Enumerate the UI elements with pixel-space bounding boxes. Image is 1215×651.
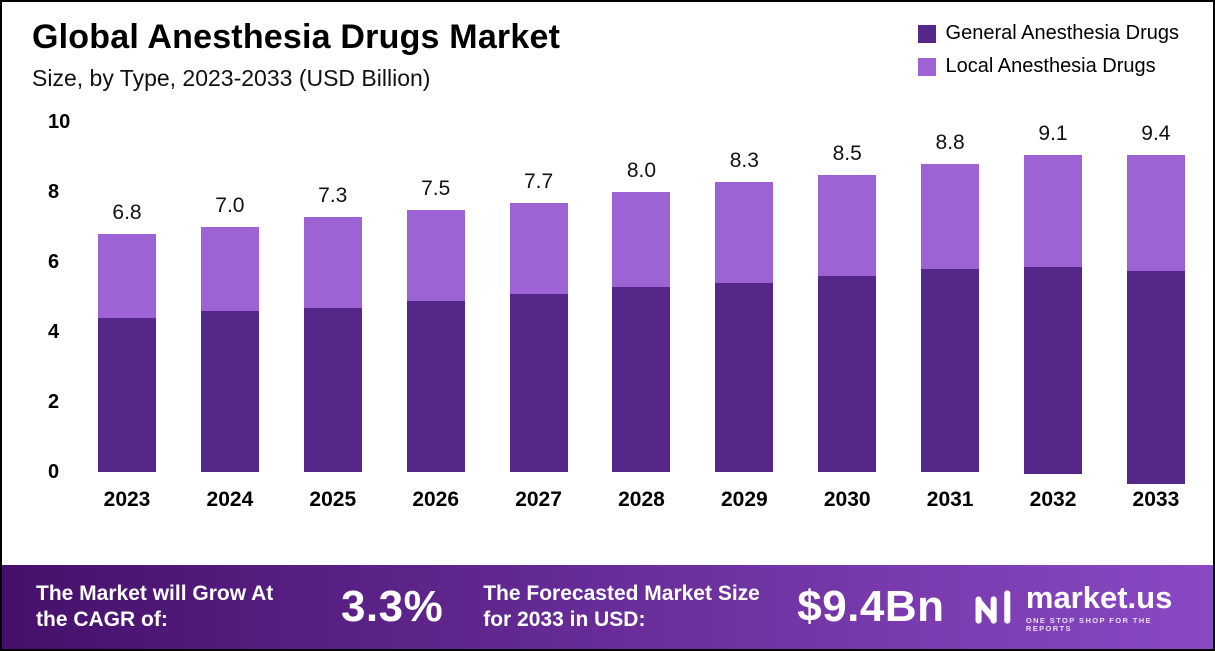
brand-tagline: ONE STOP SHOP FOR THE REPORTS: [1025, 616, 1152, 633]
bar-group: 9.1 2032: [1024, 122, 1083, 514]
y-axis: 0 2 4 6 8 10: [48, 111, 94, 514]
bar-group: 9.4 2033: [1126, 122, 1185, 514]
chart-header: Global Anesthesia Drugs Market Size, by …: [2, 2, 1213, 92]
forecast-value: $9.4Bn: [797, 582, 945, 631]
legend: General Anesthesia Drugs Local Anesthesi…: [917, 22, 1179, 78]
bar-segment-local: [715, 181, 774, 283]
bar-group: 7.0 2024: [200, 122, 259, 514]
bar-segment-general: [1024, 267, 1083, 474]
bar-group: 8.0 2028: [612, 122, 671, 514]
bar-total-label: 8.5: [832, 141, 862, 165]
y-axis-tick: 10: [48, 111, 71, 133]
bar-segment-local: [921, 164, 980, 269]
legend-label-general: General Anesthesia Drugs: [945, 22, 1179, 44]
bar-stack: [98, 234, 156, 472]
bar-group: 6.8 2023: [98, 122, 156, 514]
bar-stack: [509, 202, 568, 472]
legend-swatch-general-icon: [917, 24, 936, 43]
bar-segment-general: [303, 307, 362, 472]
y-axis-tick: 8: [48, 181, 60, 203]
legend-item-general: General Anesthesia Drugs: [917, 22, 1179, 45]
bar-segment-local: [200, 227, 259, 311]
bar-total-label: 6.8: [112, 201, 142, 224]
bar-segment-general: [1126, 270, 1185, 484]
bar-segment-general: [921, 269, 980, 472]
bars-row: 6.8 2023 7.0 2024 7.3 2025 7.5 2026 7.7 2027 8.0 20…: [98, 122, 1185, 514]
bar-stack: [612, 192, 671, 472]
y-axis-tick: 0: [48, 461, 60, 483]
bar-segment-general: [612, 286, 671, 472]
cagr-label: The Market will Grow At the CAGR of:: [36, 582, 274, 631]
bar-total-label: 8.3: [729, 148, 759, 172]
bar-segment-local: [509, 202, 568, 294]
legend-label-local: Local Anesthesia Drugs: [945, 55, 1156, 77]
brand-text: market.us ONE STOP SHOP FOR THE REPORTS: [1026, 582, 1179, 632]
x-axis-label: 2031: [926, 488, 974, 511]
bar-segment-local: [1024, 155, 1083, 267]
bar-stack: [406, 209, 465, 472]
bar-stack: [303, 216, 362, 472]
bar-stack: [818, 174, 877, 472]
x-axis-label: 2028: [618, 488, 665, 511]
bar-stack: [1126, 155, 1185, 484]
bar-segment-local: [98, 234, 156, 318]
bar-group: 7.3 2025: [303, 122, 362, 514]
x-axis-label: 2027: [515, 488, 562, 511]
stacked-bar-chart: 0 2 4 6 8 10 6.8 2023 7.0 2024 7.3 2025 7.5 2026 7.7 2…: [30, 111, 1185, 514]
page-subtitle: Size, by Type, 2023-2033 (USD Billion): [32, 65, 431, 91]
legend-swatch-local-icon: [917, 57, 936, 76]
forecast-label: The Forecasted Market Size for 2033 in U…: [483, 582, 760, 631]
bar-segment-general: [509, 293, 568, 472]
cagr-value: 3.3%: [340, 582, 444, 631]
bar-total-label: 9.1: [1038, 122, 1068, 145]
footer-banner: The Market will Grow At the CAGR of: 3.3…: [2, 565, 1213, 649]
bar-segment-general: [406, 300, 465, 472]
x-axis-label: 2033: [1132, 488, 1180, 511]
bar-total-label: 7.0: [215, 194, 245, 217]
bar-segment-local: [612, 192, 671, 287]
bar-stack: [200, 227, 259, 472]
bar-total-label: 8.8: [935, 131, 965, 154]
bar-segment-local: [1126, 155, 1185, 271]
bar-group: 7.7 2027: [509, 122, 568, 514]
y-axis-tick: 6: [48, 251, 60, 273]
x-axis-label: 2026: [412, 488, 460, 511]
x-axis-label: 2029: [720, 488, 768, 511]
bar-stack: [715, 181, 774, 472]
market-us-logo-icon: [975, 590, 1010, 624]
x-axis-label: 2025: [309, 488, 357, 511]
y-axis-tick: 4: [48, 321, 60, 343]
y-axis-tick: 2: [48, 391, 60, 413]
bar-total-label: 7.5: [421, 176, 451, 200]
bar-total-label: 7.7: [523, 169, 554, 193]
bar-segment-general: [98, 318, 156, 472]
bar-segment-local: [303, 216, 362, 308]
bar-segment-general: [715, 283, 774, 472]
brand-name: market.us: [1025, 580, 1173, 615]
bar-segment-local: [818, 174, 877, 276]
bar-total-label: 7.3: [318, 183, 348, 207]
bar-total-label: 9.4: [1141, 122, 1171, 145]
bar-segment-local: [406, 209, 465, 301]
bar-group: 8.3 2029: [715, 122, 774, 514]
bar-segment-general: [200, 311, 259, 472]
legend-item-local: Local Anesthesia Drugs: [917, 55, 1179, 78]
bar-group: 8.8 2031: [921, 122, 980, 514]
bar-stack: [1024, 155, 1083, 474]
brand-logo: market.us ONE STOP SHOP FOR THE REPORTS: [971, 582, 1179, 632]
page-title: Global Anesthesia Drugs Market: [32, 18, 561, 56]
bar-group: 7.5 2026: [406, 122, 465, 514]
x-axis-label: 2032: [1029, 488, 1077, 511]
bar-total-label: 8.0: [626, 159, 657, 182]
bar-stack: [921, 164, 980, 472]
x-axis-label: 2024: [206, 488, 254, 511]
x-axis-label: 2023: [103, 488, 151, 511]
x-axis-label: 2030: [823, 488, 871, 511]
bar-segment-general: [818, 276, 877, 472]
bar-group: 8.5 2030: [818, 122, 877, 514]
